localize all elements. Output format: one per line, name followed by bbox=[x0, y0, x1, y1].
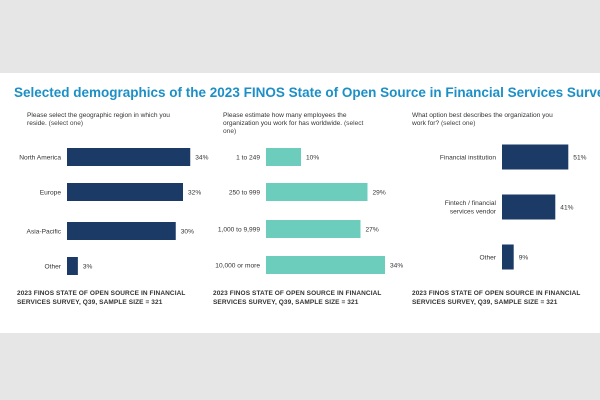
chart-2-bar bbox=[266, 148, 301, 166]
chart-1-bar bbox=[67, 257, 78, 275]
chart-1-value-label: 30% bbox=[181, 228, 194, 235]
chart-2-value-label: 34% bbox=[390, 262, 403, 269]
chart-3-question-note: (select one) bbox=[440, 120, 476, 127]
chart-2-question-note: (select one) bbox=[223, 120, 364, 135]
page-title: Selected demographics of the 2023 FINOS … bbox=[14, 85, 600, 100]
chart-3-bar bbox=[502, 144, 569, 170]
chart-3-bar bbox=[502, 194, 556, 220]
chart-2-question: Please estimate how many employees the o… bbox=[223, 112, 368, 136]
chart-2-category-label: 250 to 999 bbox=[229, 189, 260, 196]
chart-3-value-label: 51% bbox=[573, 154, 586, 161]
chart-1-bar bbox=[67, 222, 176, 240]
chart-2-bar bbox=[266, 256, 385, 274]
chart-3-value-label: 9% bbox=[519, 254, 529, 261]
chart-1-category-label: North America bbox=[19, 154, 61, 161]
chart-2-question-text: Please estimate how many employees the o… bbox=[223, 112, 347, 127]
chart-1-bar bbox=[67, 183, 183, 201]
chart-1-value-label: 34% bbox=[195, 154, 208, 161]
chart-1-question: Please select the geographic region in w… bbox=[27, 112, 182, 128]
report-card bbox=[0, 73, 600, 333]
chart-1-category-label: Asia-Pacific bbox=[27, 228, 62, 235]
chart-2-value-label: 10% bbox=[306, 154, 319, 161]
chart-1-value-label: 3% bbox=[83, 263, 93, 270]
chart-3-category-label: Financial institution bbox=[440, 154, 496, 161]
chart-3-question: What option best describes the organizat… bbox=[412, 112, 562, 128]
chart-3-value-label: 41% bbox=[560, 204, 573, 211]
chart-2-value-label: 27% bbox=[366, 226, 379, 233]
chart-3-bar bbox=[502, 244, 514, 270]
chart-2-bar bbox=[266, 183, 368, 201]
chart-2-value-label: 29% bbox=[373, 189, 386, 196]
chart-1-category-label: Other bbox=[45, 263, 62, 270]
chart-2-category-label: 1,000 to 9,999 bbox=[218, 226, 260, 233]
chart-3-category-label: Other bbox=[480, 254, 497, 261]
chart-2-source: 2023 FINOS STATE OF OPEN SOURCE IN FINAN… bbox=[213, 290, 382, 306]
chart-1-source: 2023 FINOS STATE OF OPEN SOURCE IN FINAN… bbox=[17, 290, 186, 306]
chart-3-source: 2023 FINOS STATE OF OPEN SOURCE IN FINAN… bbox=[412, 290, 581, 306]
chart-1-question-note: (select one) bbox=[48, 120, 84, 127]
chart-3-question-text: What option best describes the organizat… bbox=[412, 112, 553, 127]
chart-2-bar bbox=[266, 220, 361, 238]
chart-2-category-label: 1 to 249 bbox=[236, 154, 260, 161]
chart-1-category-label: Europe bbox=[40, 189, 62, 196]
chart-1-value-label: 32% bbox=[188, 189, 201, 196]
chart-1-question-text: Please select the geographic region in w… bbox=[27, 112, 170, 127]
chart-1-bar bbox=[67, 148, 191, 166]
chart-2-category-label: 10,000 or more bbox=[215, 262, 260, 269]
chart-3-category-label: Fintech / financial services vendor bbox=[445, 200, 497, 215]
